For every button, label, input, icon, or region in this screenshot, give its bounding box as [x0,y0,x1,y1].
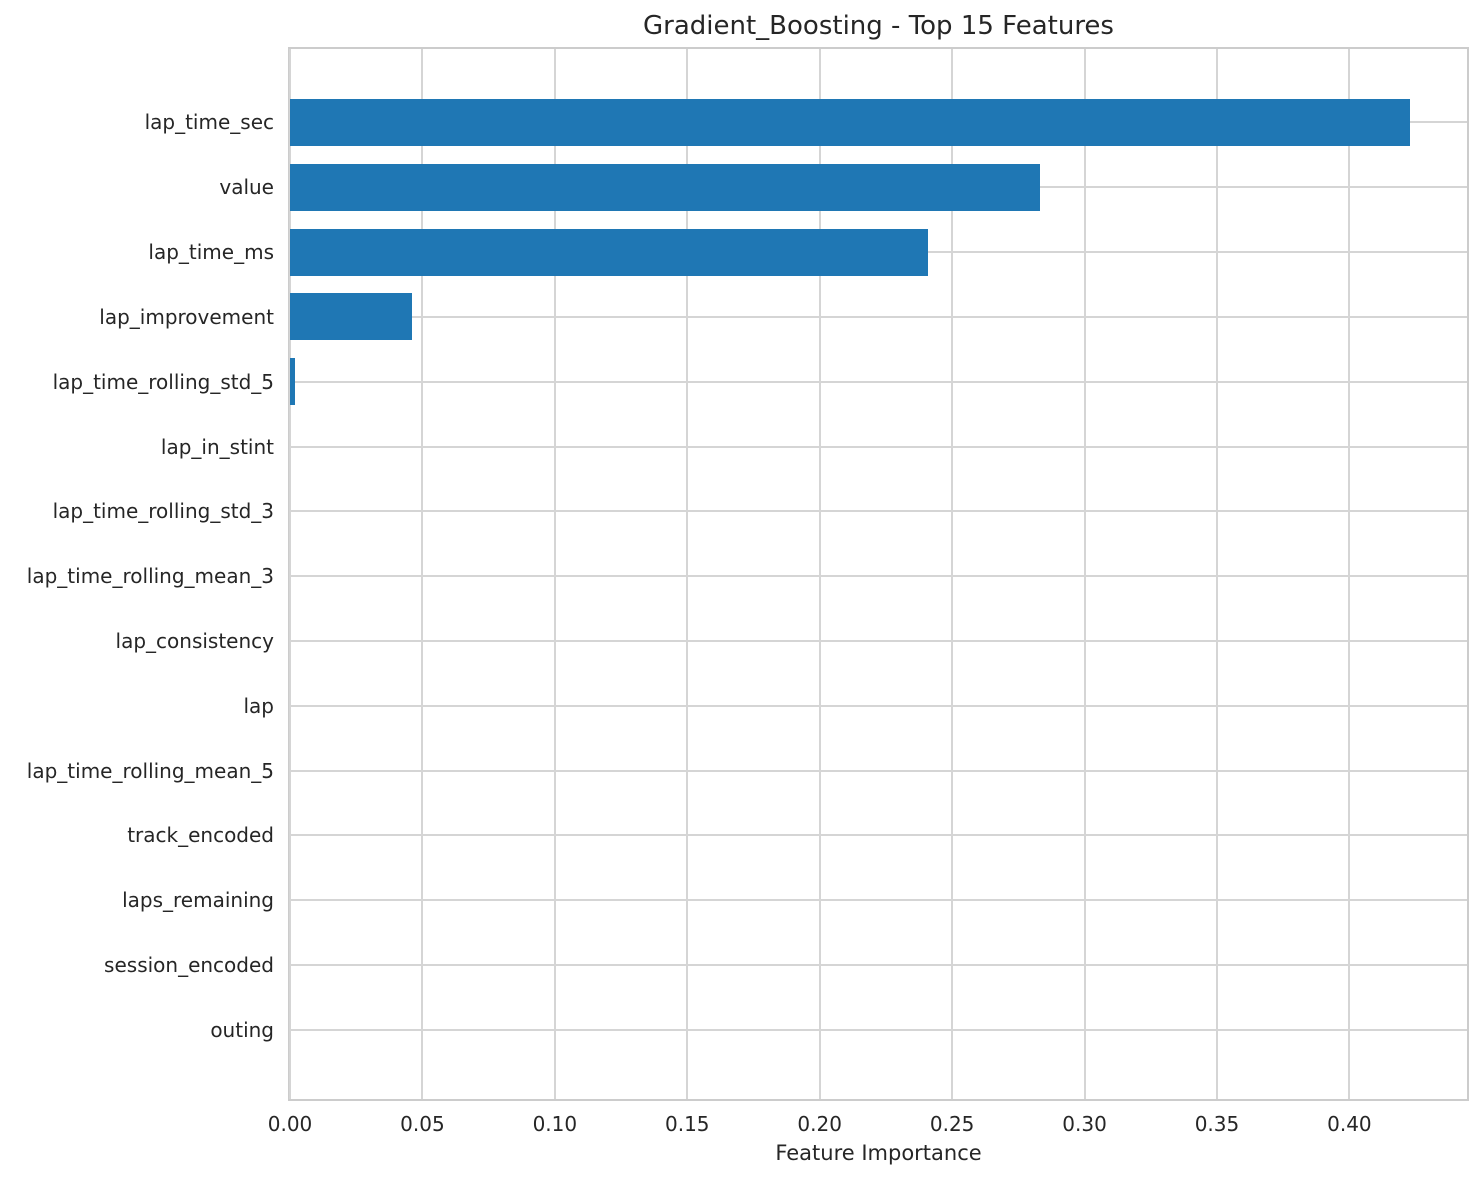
bar-lap_time_sec [290,98,1410,146]
x-tick-label: 0.15 [665,1112,710,1136]
x-gridline [553,49,556,1099]
x-gridline [818,49,821,1099]
bar-lap_time_rolling_std_5 [290,358,295,406]
y-gridline [290,315,1467,318]
y-tick-label: lap_time_ms [148,240,274,265]
x-tick-label: 0.25 [929,1112,975,1136]
x-gridline [421,49,424,1099]
y-gridline [290,510,1467,513]
x-tick-label: 0.30 [1062,1112,1107,1136]
y-tick-label: value [219,175,274,200]
x-tick-label: 0.00 [267,1112,313,1136]
chart-title: Gradient_Boosting - Top 15 Features [643,11,1114,41]
y-tick-label: lap_time_sec [144,110,274,135]
y-gridline [290,769,1467,772]
y-gridline [290,899,1467,902]
x-gridline [1215,49,1218,1099]
x-tick-label: 0.05 [400,1112,445,1136]
y-gridline [290,639,1467,642]
y-tick-label: lap_time_rolling_std_5 [52,369,274,394]
y-tick-label: lap_time_rolling_std_3 [52,499,274,524]
plot-area [288,47,1469,1101]
y-tick-label: lap_consistency [115,628,274,653]
y-tick-label: track_encoded [127,823,274,848]
y-gridline [290,834,1467,837]
bar-lap_improvement [290,293,412,341]
y-gridline [290,380,1467,383]
y-tick-label: laps_remaining [122,888,274,913]
y-gridline [290,445,1467,448]
y-tick-label: lap_time_rolling_mean_5 [26,758,274,783]
x-gridline [686,49,689,1099]
y-tick-label: outing [210,1017,274,1042]
x-axis-label: Feature Importance [775,1141,982,1165]
x-gridline [1348,49,1351,1099]
y-gridline [290,575,1467,578]
bar-lap_time_ms [290,228,928,276]
y-tick-label: session_encoded [104,953,274,978]
y-tick-label: lap_time_rolling_mean_3 [26,564,274,589]
y-tick-label: lap [243,693,274,718]
x-tick-label: 0.20 [797,1112,842,1136]
y-tick-label: lap_improvement [99,304,274,329]
x-gridline [1083,49,1086,1099]
y-gridline [290,964,1467,967]
x-tick-label: 0.35 [1194,1112,1240,1136]
bar-value [290,163,1040,211]
x-tick-label: 0.10 [532,1112,578,1136]
y-tick-label: lap_in_stint [160,434,274,459]
y-gridline [290,704,1467,707]
x-tick-label: 0.40 [1327,1112,1372,1136]
x-gridline [289,49,291,1099]
x-gridline [951,49,954,1099]
y-gridline [290,1028,1467,1031]
